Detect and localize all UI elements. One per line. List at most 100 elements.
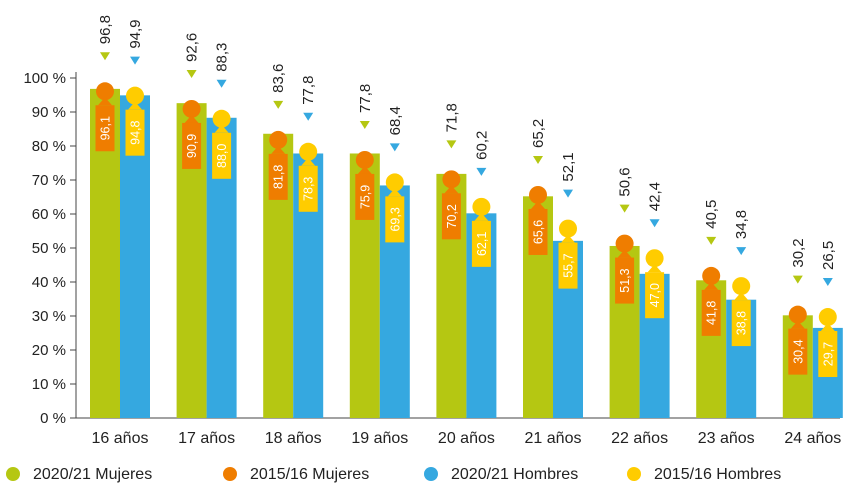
value-2020-hombres-triangle [736, 247, 747, 256]
x-category-label: 22 años [611, 430, 668, 447]
callout-2015-hombres-box [645, 272, 665, 319]
marker-2015-mujeres [355, 150, 374, 169]
callout-2015-mujeres-box [615, 257, 635, 304]
legend-marker [223, 467, 237, 481]
callout-2015-hombres-pointer [301, 157, 316, 166]
value-2020-hombres-triangle [130, 56, 140, 65]
x-category-label: 23 años [698, 430, 755, 447]
value-2020-hombres-triangle [563, 189, 573, 198]
value-2020-mujeres-triangle [273, 100, 284, 109]
marker-2015-hombres [645, 249, 664, 268]
marker-2015-hombres [732, 277, 751, 296]
callout-2015-hombres-pointer [214, 124, 229, 133]
callout-2015-mujeres-label: 90,9 [185, 134, 199, 158]
value-2020-hombres-triangle [822, 278, 833, 287]
callout-2015-hombres-box [558, 242, 578, 289]
callout-2015-mujeres-label: 41,8 [705, 301, 719, 325]
value-2020-hombres-label: 68,4 [387, 106, 404, 135]
y-tick-label: 10 % [32, 376, 66, 393]
callout-2015-hombres-pointer [734, 292, 749, 301]
value-2020-hombres-label: 26,5 [820, 241, 837, 270]
value-2020-mujeres-triangle [446, 140, 457, 149]
callout-2015-hombres-label: 62,1 [475, 232, 489, 256]
callout-2015-hombres-label: 38,8 [735, 311, 749, 335]
callout-2015-hombres-label: 94,8 [129, 120, 143, 144]
marker-2015-hombres [126, 86, 144, 105]
callout-2015-hombres-pointer [387, 188, 402, 197]
y-tick-label: 70 % [32, 172, 66, 189]
value-2020-mujeres-triangle [619, 204, 630, 213]
value-2020-hombres-triangle [303, 112, 314, 121]
value-2020-mujeres-label: 30,2 [790, 238, 807, 267]
callout-2015-mujeres-box [268, 153, 288, 200]
y-tick-label: 50 % [32, 240, 66, 257]
callout-2015-mujeres-label: 51,3 [618, 268, 632, 292]
callout-2015-mujeres-pointer [790, 320, 805, 329]
callout-2015-mujeres-label: 30,4 [791, 339, 805, 363]
callout-2015-mujeres-box [701, 289, 721, 336]
value-2020-hombres-label: 42,4 [647, 182, 664, 211]
callout-2015-mujeres-pointer [704, 281, 719, 290]
legend-marker [6, 467, 20, 481]
callout-2015-hombres-label: 88,0 [215, 144, 229, 168]
x-category-label: 21 años [525, 430, 582, 447]
x-category-label: 24 años [784, 430, 841, 447]
callout-2015-mujeres-pointer [617, 249, 632, 258]
value-2020-hombres-label: 52,1 [560, 152, 577, 181]
x-category-label: 18 años [265, 430, 322, 447]
callout-2015-hombres-box [125, 109, 145, 156]
callout-2015-mujeres-pointer [271, 145, 286, 154]
value-2020-mujeres-triangle [792, 275, 803, 284]
value-2020-hombres-triangle [389, 143, 400, 152]
value-2020-mujeres-triangle [100, 52, 110, 61]
legend-label: 2015/16 Hombres [654, 466, 781, 483]
callout-2015-hombres-label: 78,3 [302, 177, 316, 201]
callout-2015-mujeres-box [355, 173, 375, 220]
value-2020-mujeres-label: 65,2 [530, 119, 547, 148]
x-category-label: 16 años [92, 430, 149, 447]
callout-2015-mujeres-label: 70,2 [445, 204, 459, 228]
callout-2015-hombres-box [731, 300, 751, 347]
callout-2015-hombres-label: 69,3 [388, 207, 402, 231]
callout-2015-hombres-label: 29,7 [821, 342, 835, 366]
callout-2015-hombres-label: 55,7 [562, 253, 576, 277]
legend-marker [627, 467, 641, 481]
value-2020-mujeres-label: 96,8 [97, 15, 114, 44]
marker-2015-hombres [385, 173, 404, 192]
callout-2015-hombres-box [298, 165, 318, 212]
value-2020-hombres-triangle [649, 219, 660, 228]
value-2020-hombres-triangle [216, 79, 227, 88]
y-tick-label: 30 % [32, 308, 66, 325]
callout-2015-hombres-pointer [474, 212, 489, 221]
callout-2015-mujeres-pointer [444, 185, 459, 194]
value-2020-mujeres-label: 92,6 [184, 33, 201, 62]
marker-2015-hombres [559, 219, 577, 238]
callout-2015-mujeres-box [528, 208, 548, 255]
callout-2015-hombres-pointer [128, 101, 142, 110]
y-tick-label: 40 % [32, 274, 66, 291]
value-2020-mujeres-triangle [706, 236, 717, 245]
x-category-label: 20 años [438, 430, 495, 447]
callout-2015-mujeres-box [788, 328, 808, 375]
callout-2015-mujeres-label: 81,8 [272, 165, 286, 189]
callout-2015-hombres-box [212, 132, 232, 179]
y-tick-label: 100 % [23, 70, 66, 87]
marker-2015-mujeres [182, 99, 201, 118]
marker-2015-mujeres [702, 266, 721, 285]
value-2020-mujeres-label: 50,6 [617, 167, 634, 196]
legend-marker [424, 467, 438, 481]
y-tick-label: 0 % [40, 410, 66, 427]
value-2020-mujeres-label: 40,5 [703, 200, 720, 229]
callout-2015-mujeres-box [182, 122, 202, 169]
marker-2015-hombres [299, 142, 318, 161]
callout-2015-hombres-label: 47,0 [648, 283, 662, 307]
value-2020-mujeres-triangle [533, 155, 543, 164]
callout-2015-mujeres-label: 96,1 [99, 116, 113, 140]
marker-2015-mujeres [615, 234, 634, 253]
value-2020-hombres-label: 94,9 [127, 19, 144, 48]
value-2020-hombres-label: 88,3 [214, 43, 231, 72]
marker-2015-hombres [472, 197, 491, 216]
y-tick-label: 80 % [32, 138, 66, 155]
